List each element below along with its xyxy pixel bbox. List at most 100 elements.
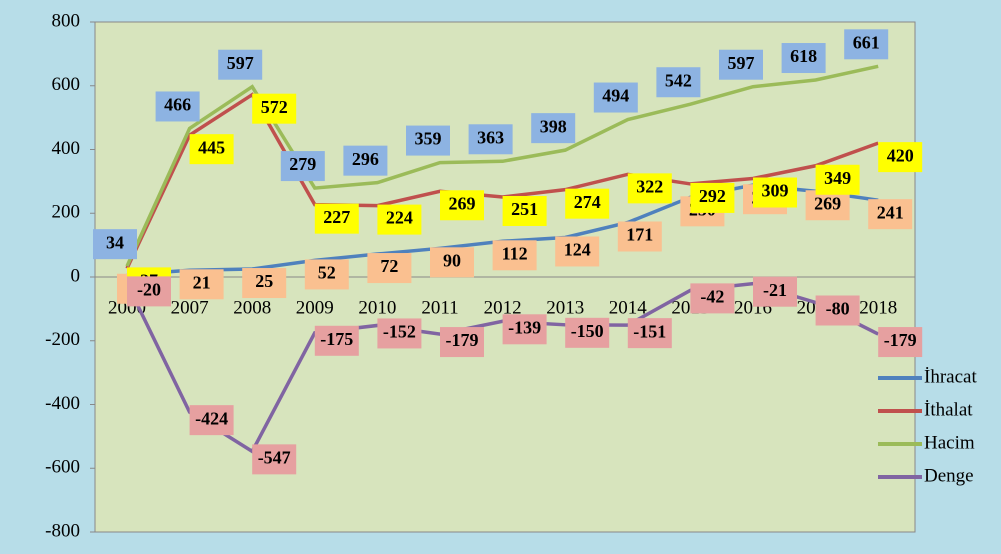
data-label: -42 [700, 287, 724, 307]
label-box [252, 444, 297, 475]
y-tick-label: 800 [52, 10, 81, 31]
label-box [189, 134, 234, 165]
data-label: 124 [564, 240, 591, 260]
label-box [531, 113, 576, 144]
label-box [565, 188, 610, 219]
data-label: -80 [826, 299, 850, 319]
label-box [555, 236, 600, 267]
y-tick-label: -600 [45, 457, 80, 478]
data-label: -175 [320, 329, 353, 349]
data-label: 572 [261, 97, 288, 117]
label-box [406, 125, 450, 156]
legend-label: Hacim [924, 432, 975, 453]
data-label: -150 [571, 321, 604, 341]
legend-label: İhracat [924, 366, 977, 387]
label-box [127, 276, 171, 307]
data-label: 171 [626, 225, 653, 245]
data-label: -179 [884, 330, 917, 350]
data-label: 661 [853, 32, 880, 52]
label-box [690, 182, 735, 213]
data-label: 269 [449, 193, 476, 213]
data-label: 445 [198, 137, 225, 157]
data-label: 597 [227, 53, 254, 73]
label-box [781, 43, 826, 74]
x-tick-label: 2012 [484, 297, 522, 318]
data-label: -424 [195, 408, 228, 428]
label-box [753, 276, 797, 307]
y-tick-label: -800 [45, 520, 80, 541]
label-box [179, 269, 224, 300]
data-label: 224 [386, 208, 413, 228]
label-box [314, 203, 359, 234]
label-box [304, 259, 349, 290]
x-tick-label: 2018 [859, 297, 897, 318]
data-label: -20 [137, 280, 161, 300]
label-box [252, 93, 297, 124]
label-box [627, 318, 672, 349]
data-label: 52 [318, 263, 336, 283]
data-label: -179 [446, 330, 479, 350]
data-label: -152 [383, 322, 416, 342]
x-tick-label: 2008 [233, 297, 271, 318]
data-label: 292 [699, 186, 726, 206]
label-box [815, 164, 860, 195]
data-label: 274 [574, 192, 601, 212]
data-label: 359 [415, 129, 442, 149]
label-box [844, 29, 889, 60]
x-tick-label: 2007 [171, 297, 209, 318]
x-tick-label: 2011 [421, 297, 458, 318]
x-tick-label: 2010 [358, 297, 396, 318]
label-box [690, 283, 735, 314]
label-box [93, 229, 137, 260]
label-box [502, 314, 547, 345]
data-label: 90 [443, 250, 461, 270]
data-label: -151 [633, 321, 666, 341]
label-box [189, 405, 234, 436]
label-box [753, 177, 797, 208]
label-box [468, 124, 513, 155]
y-tick-label: 400 [52, 138, 81, 159]
data-label: 227 [323, 207, 350, 227]
x-tick-label: 2013 [546, 297, 584, 318]
data-label: -547 [258, 447, 291, 467]
data-label: 296 [352, 149, 379, 169]
data-label: 322 [636, 176, 663, 196]
data-label: 618 [790, 46, 817, 66]
legend-label: İthalat [924, 399, 973, 420]
label-box [155, 91, 200, 122]
label-box [627, 173, 672, 204]
y-tick-label: 0 [71, 265, 81, 286]
data-label: 25 [255, 271, 273, 291]
data-label: 597 [728, 53, 755, 73]
label-box [343, 145, 388, 176]
label-box [656, 67, 701, 98]
label-box [377, 318, 422, 349]
label-box [502, 195, 547, 226]
label-box [617, 221, 662, 252]
data-label: -139 [508, 317, 541, 337]
data-label: 466 [164, 95, 191, 115]
label-box [565, 317, 610, 348]
y-tick-label: 200 [52, 202, 81, 223]
x-tick-label: 2009 [296, 297, 334, 318]
label-box [719, 49, 763, 80]
legend-label: Denge [924, 465, 974, 486]
data-label: 21 [193, 272, 211, 292]
label-box [593, 82, 638, 113]
series-line [125, 64, 879, 267]
data-label: 279 [289, 154, 316, 174]
data-label: 420 [887, 145, 914, 165]
label-box [492, 240, 537, 271]
data-label: 112 [502, 243, 528, 263]
label-box [878, 142, 923, 173]
y-tick-label: -200 [45, 329, 80, 350]
label-box [314, 325, 359, 356]
data-label: 542 [665, 70, 692, 90]
data-label: 309 [762, 181, 789, 201]
label-box [868, 199, 913, 230]
y-tick-label: -400 [45, 393, 80, 414]
data-label: 494 [602, 86, 629, 106]
data-label: 269 [814, 193, 841, 213]
data-label: 34 [106, 232, 124, 252]
label-box [367, 253, 412, 284]
